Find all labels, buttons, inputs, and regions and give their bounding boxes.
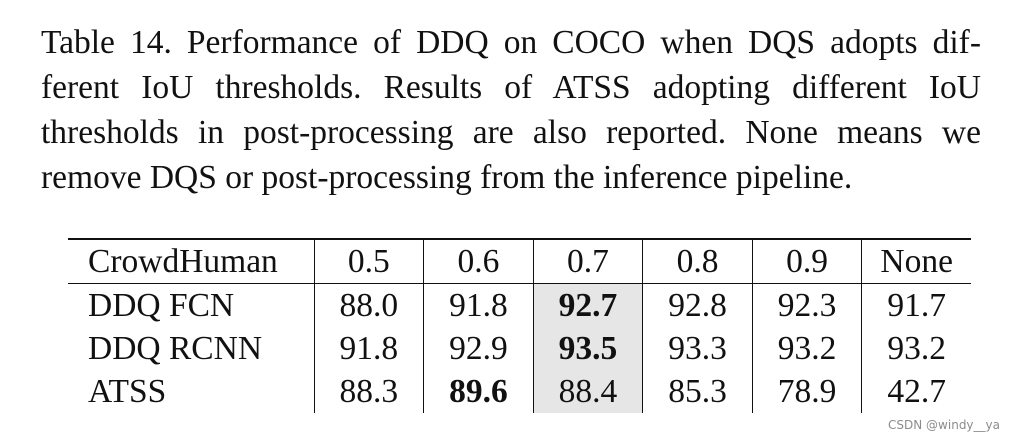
table-cell: 91.8 (313, 327, 424, 370)
table-cell: 88.0 (313, 283, 424, 327)
results-table: CrowdHuman 0.5 0.6 0.7 0.8 0.9 None DDQ … (68, 238, 971, 413)
row-label: DDQ FCN (88, 286, 235, 324)
table-row: ATSS 88.3 89.6 88.4 85.3 78.9 42.7 (68, 370, 971, 413)
table-cell: 78.9 (751, 370, 862, 413)
table-cell: 93.2 (861, 327, 971, 370)
table-cell: 92.3 (751, 283, 862, 327)
caption-line-1: Table 14. Performance of DDQ on COCO whe… (41, 24, 981, 61)
caption-line-3: thresholds in post-processing are also r… (41, 114, 981, 151)
table-cell: 93.3 (642, 327, 753, 370)
header-cell-0-7: 0.7 (532, 238, 643, 284)
watermark: CSDN @windy__ya (888, 418, 1000, 432)
caption-line-4: remove DQS or post-processing from the i… (41, 159, 853, 196)
caption-line-2: ferent IoU thresholds. Results of ATSS a… (41, 69, 981, 106)
table-header-row: CrowdHuman 0.5 0.6 0.7 0.8 0.9 None (68, 238, 971, 284)
table-cell: 91.7 (861, 283, 971, 327)
table-row: DDQ FCN 88.0 91.8 92.7 92.8 92.3 91.7 (68, 283, 971, 327)
table-cell: 91.8 (423, 283, 534, 327)
header-cell-dataset: CrowdHuman (68, 238, 315, 284)
header-cell-0-6: 0.6 (423, 238, 534, 284)
table-cell: 93.2 (751, 327, 862, 370)
header-cell-none: None (861, 238, 971, 284)
table-row: DDQ RCNN 91.8 92.9 93.5 93.3 93.2 93.2 (68, 327, 971, 370)
table-cell: 85.3 (642, 370, 753, 413)
table-cell: 92.9 (423, 327, 534, 370)
table-caption: Table 14. Performance of DDQ on COCO whe… (41, 20, 981, 200)
table-cell-best: 92.7 (532, 283, 643, 327)
table-cell: 92.8 (642, 283, 753, 327)
table-cell: 88.4 (532, 370, 643, 413)
table-cell-best: 89.6 (423, 370, 534, 413)
header-cell-0-8: 0.8 (642, 238, 753, 284)
table-cell: 88.3 (313, 370, 424, 413)
header-cell-0-5: 0.5 (313, 238, 424, 284)
row-label: ATSS (88, 372, 167, 410)
row-label: DDQ RCNN (88, 329, 263, 367)
header-cell-0-9: 0.9 (751, 238, 862, 284)
table-cell-best: 93.5 (532, 327, 643, 370)
table-cell: 42.7 (861, 370, 971, 413)
